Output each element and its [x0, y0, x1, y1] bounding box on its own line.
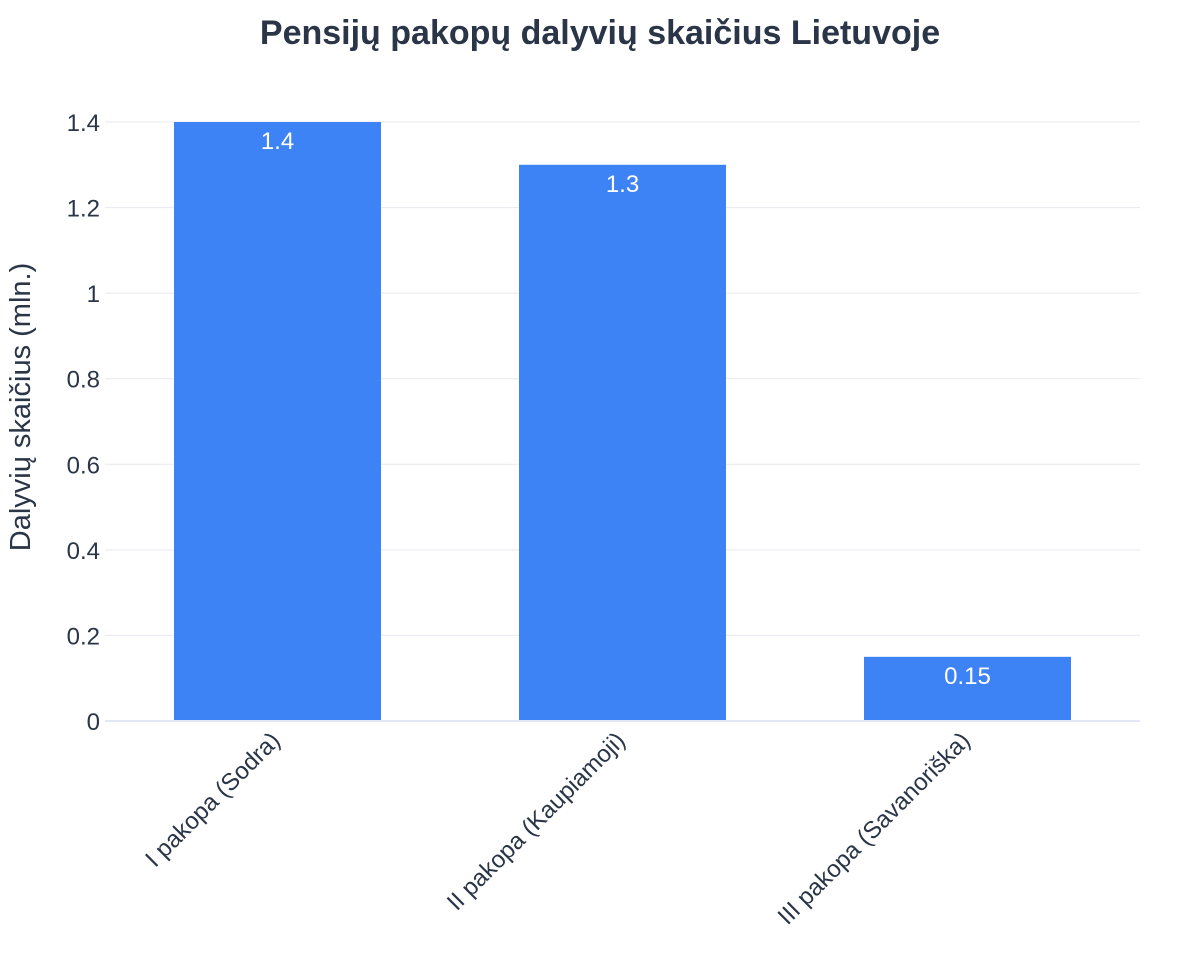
- y-tick-label: 0: [87, 709, 100, 736]
- y-tick-label: 1: [87, 281, 100, 308]
- y-tick-label: 1.2: [67, 196, 100, 223]
- y-tick-label: 1.4: [67, 110, 100, 137]
- bar: [864, 656, 1071, 721]
- y-axis-ticks: 0 0.2 0.4 0.6 0.8 1 1.2 1.4: [67, 110, 100, 736]
- chart-title: Pensijų pakopų dalyvių skaičius Lietuvoj…: [260, 14, 940, 52]
- y-tick-label: 0.4: [67, 538, 100, 565]
- bars: [174, 122, 1071, 722]
- bar: [174, 122, 381, 721]
- y-tick-label: 0.6: [67, 452, 100, 479]
- x-axis-ticks: I pakopa (Sodra) II pakopa (Kaupiamoji) II…: [140, 727, 976, 930]
- data-label: 1.3: [606, 171, 639, 198]
- y-axis-label: Dalyvių skaičius (mln.): [5, 263, 37, 551]
- bar: [519, 164, 726, 722]
- y-tick-label: 0.8: [67, 367, 100, 394]
- x-tick-label: II pakopa (Kaupiamoji): [442, 727, 631, 916]
- x-tick-label: III pakopa (Savanoriška): [773, 727, 976, 930]
- data-label: 0.15: [944, 663, 991, 690]
- x-tick-label: I pakopa (Sodra): [140, 727, 286, 873]
- data-label: 1.4: [261, 128, 294, 155]
- y-tick-label: 0.2: [67, 623, 100, 650]
- data-labels: 1.4 1.3 0.15: [261, 128, 991, 690]
